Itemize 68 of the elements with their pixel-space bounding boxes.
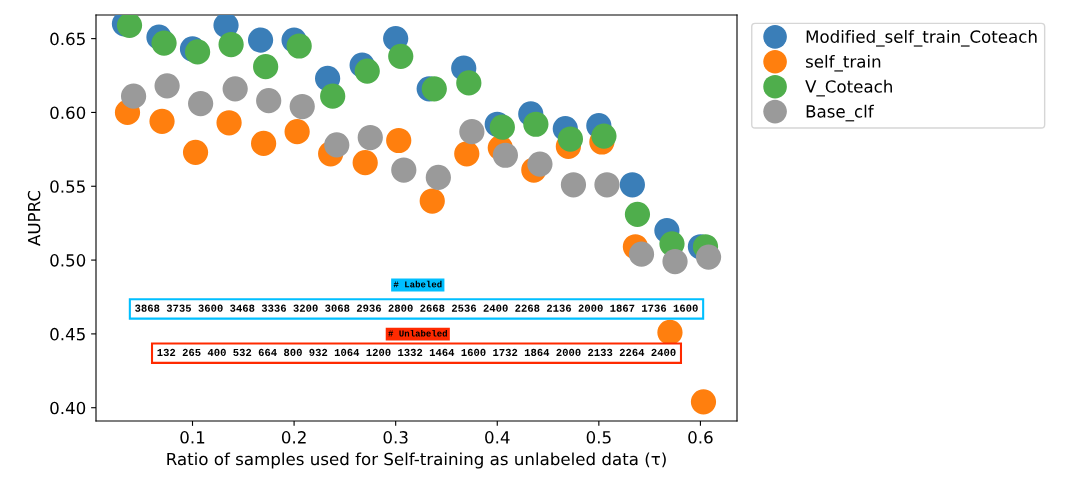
- point: [184, 39, 211, 65]
- point: [386, 127, 412, 154]
- x-tick-label: 0.6: [688, 431, 713, 444]
- point: [120, 83, 147, 109]
- point: [149, 108, 175, 134]
- point: [154, 73, 180, 99]
- annotation: # Unlabeled: [388, 329, 447, 337]
- legend-label: V_Coteach: [805, 79, 892, 97]
- point: [419, 188, 445, 214]
- point: [247, 27, 274, 53]
- point: [357, 124, 383, 151]
- point: [557, 126, 584, 152]
- point: [391, 157, 417, 183]
- point: [425, 164, 451, 191]
- point: [182, 139, 209, 165]
- point: [489, 114, 515, 140]
- point: [456, 70, 482, 96]
- point: [116, 15, 143, 38]
- point: [492, 142, 518, 168]
- y-tick-label: 0.60: [50, 106, 86, 120]
- point: [459, 119, 485, 145]
- point: [188, 90, 214, 117]
- y-tick-label: 0.40: [50, 401, 86, 415]
- point: [324, 132, 350, 158]
- point: [594, 172, 620, 198]
- y-tick-label: 0.45: [50, 327, 85, 341]
- point: [222, 76, 248, 102]
- point: [251, 130, 277, 157]
- x-tick-label: 0.4: [485, 431, 510, 444]
- point: [560, 172, 587, 198]
- point: [624, 201, 651, 227]
- x-tick-label: 0.3: [383, 431, 408, 444]
- point: [320, 83, 346, 109]
- point: [628, 241, 655, 267]
- annotation: 3868 3735 3600 3468 3336 3200 3068 2936 2800 2668 2536 2400 2268 2136 2000 1867 1736 1600: [135, 304, 698, 312]
- point: [388, 43, 414, 69]
- point: [256, 88, 282, 114]
- x-tick-label: 0.1: [180, 431, 205, 444]
- x-tick-label: 0.5: [586, 431, 611, 444]
- y-tick-label: 0.55: [50, 180, 85, 193]
- point: [454, 141, 480, 167]
- legend-label: Modified_self_train_Coteach: [806, 30, 1037, 47]
- point: [695, 244, 722, 270]
- point: [253, 54, 279, 80]
- point: [151, 30, 177, 56]
- point: [421, 76, 447, 102]
- point: [354, 58, 380, 84]
- legend-label: Base_clf: [806, 104, 874, 122]
- point: [523, 111, 549, 137]
- x-axis-title: Ratio of samples used for Self-training as unlabeled data (τ): [167, 452, 666, 469]
- x-tick-label: 0.2: [281, 431, 306, 444]
- point: [289, 93, 315, 120]
- point: [662, 248, 688, 275]
- annotation: # Labeled: [393, 280, 442, 288]
- annotation: 132 265 400 532 664 800 932 1064 1200 1332 1464 1600 1732 1864 2000 2133 2264 2400: [157, 348, 676, 357]
- y-axis-title: AUPRC: [27, 190, 41, 246]
- point: [216, 110, 242, 136]
- point: [352, 150, 378, 176]
- point: [286, 33, 312, 59]
- y-tick-label: 0.65: [50, 32, 85, 46]
- point: [527, 151, 553, 177]
- y-tick-label: 0.50: [50, 254, 86, 267]
- legend-label: self_train: [805, 54, 881, 72]
- point: [284, 119, 310, 145]
- point: [619, 172, 645, 198]
- point: [690, 389, 717, 415]
- point: [591, 123, 617, 149]
- point: [218, 31, 244, 58]
